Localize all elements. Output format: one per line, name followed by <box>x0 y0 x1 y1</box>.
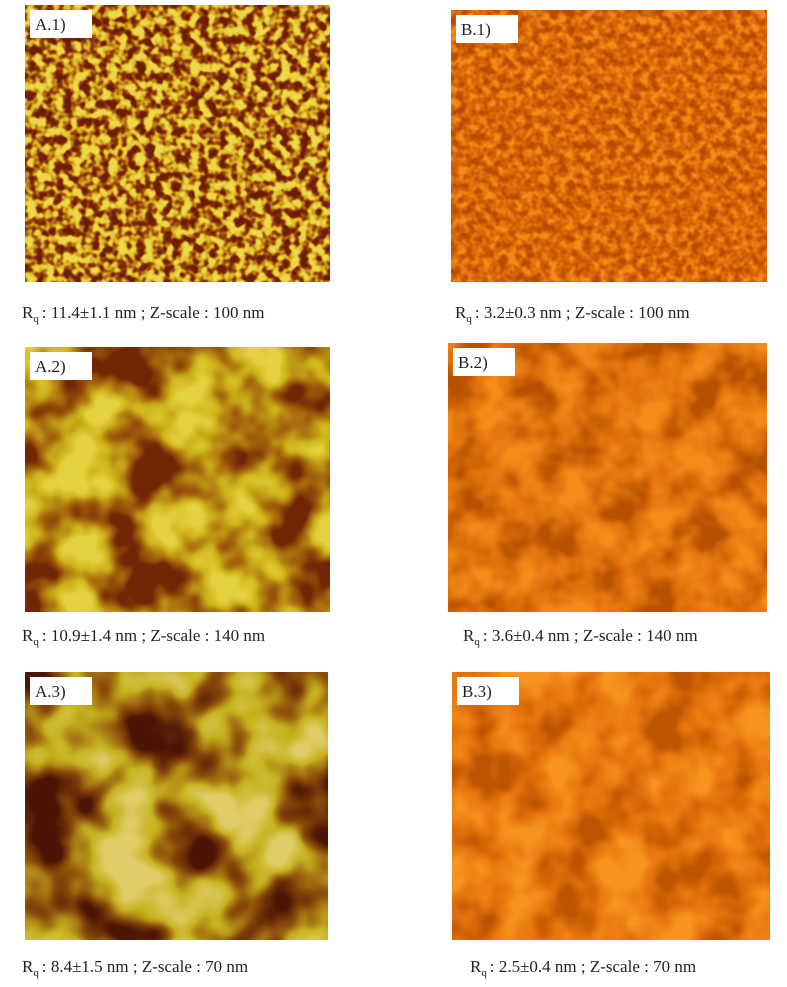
caption-symbol: R <box>463 626 475 645</box>
caption: Rq: 11.4±1.1 nm ; Z-scale : 100 nm <box>22 303 264 325</box>
caption: Rq: 3.2±0.3 nm ; Z-scale : 100 nm <box>455 303 690 325</box>
afm-image <box>451 10 767 282</box>
panel-label: A.2) <box>35 357 66 376</box>
afm-image <box>25 672 328 940</box>
caption: Rq: 10.9±1.4 nm ; Z-scale : 140 nm <box>22 626 265 648</box>
afm-panel: B.1) Rq: 3.2±0.3 nm ; Z-scale : 100 nm <box>451 10 767 325</box>
caption-text: : 3.6±0.4 nm ; Z-scale : 140 nm <box>483 626 698 645</box>
caption: Rq: 8.4±1.5 nm ; Z-scale : 70 nm <box>22 957 248 979</box>
caption-subscript: q <box>466 313 472 325</box>
panel-label: A.3) <box>35 682 66 701</box>
caption-text: : 11.4±1.1 nm ; Z-scale : 100 nm <box>42 303 265 322</box>
caption-text: : 3.2±0.3 nm ; Z-scale : 100 nm <box>475 303 690 322</box>
panel-label: B.1) <box>461 20 491 39</box>
afm-image <box>452 672 770 940</box>
panel-label: B.3) <box>462 682 492 701</box>
caption-subscript: q <box>33 313 39 325</box>
afm-panel: B.3) Rq: 2.5±0.4 nm ; Z-scale : 70 nm <box>452 672 770 979</box>
caption-text: : 2.5±0.4 nm ; Z-scale : 70 nm <box>490 957 696 976</box>
figure: A.1)Rq: 11.4±1.1 nm ; Z-scale : 100 nmB.… <box>0 0 787 987</box>
afm-panel: A.1) Rq: 11.4±1.1 nm ; Z-scale : 100 nm <box>22 5 330 325</box>
afm-panel: B.2) Rq: 3.6±0.4 nm ; Z-scale : 140 nm <box>448 343 767 648</box>
caption: Rq: 2.5±0.4 nm ; Z-scale : 70 nm <box>470 957 696 979</box>
caption: Rq: 3.6±0.4 nm ; Z-scale : 140 nm <box>463 626 698 648</box>
panel-label: B.2) <box>458 353 488 372</box>
afm-image <box>25 5 330 282</box>
panel-label: A.1) <box>35 15 66 34</box>
caption-subscript: q <box>474 636 480 648</box>
afm-panel: A.2) Rq: 10.9±1.4 nm ; Z-scale : 140 nm <box>22 347 330 648</box>
caption-symbol: R <box>455 303 467 322</box>
caption-text: : 8.4±1.5 nm ; Z-scale : 70 nm <box>42 957 248 976</box>
afm-image <box>448 343 767 612</box>
afm-image <box>25 347 330 612</box>
caption-subscript: q <box>481 967 487 979</box>
caption-subscript: q <box>33 636 39 648</box>
afm-panel: A.3) Rq: 8.4±1.5 nm ; Z-scale : 70 nm <box>22 672 328 979</box>
caption-symbol: R <box>22 957 34 976</box>
caption-symbol: R <box>470 957 482 976</box>
caption-symbol: R <box>22 303 34 322</box>
caption-subscript: q <box>33 967 39 979</box>
caption-text: : 10.9±1.4 nm ; Z-scale : 140 nm <box>42 626 265 645</box>
caption-symbol: R <box>22 626 34 645</box>
